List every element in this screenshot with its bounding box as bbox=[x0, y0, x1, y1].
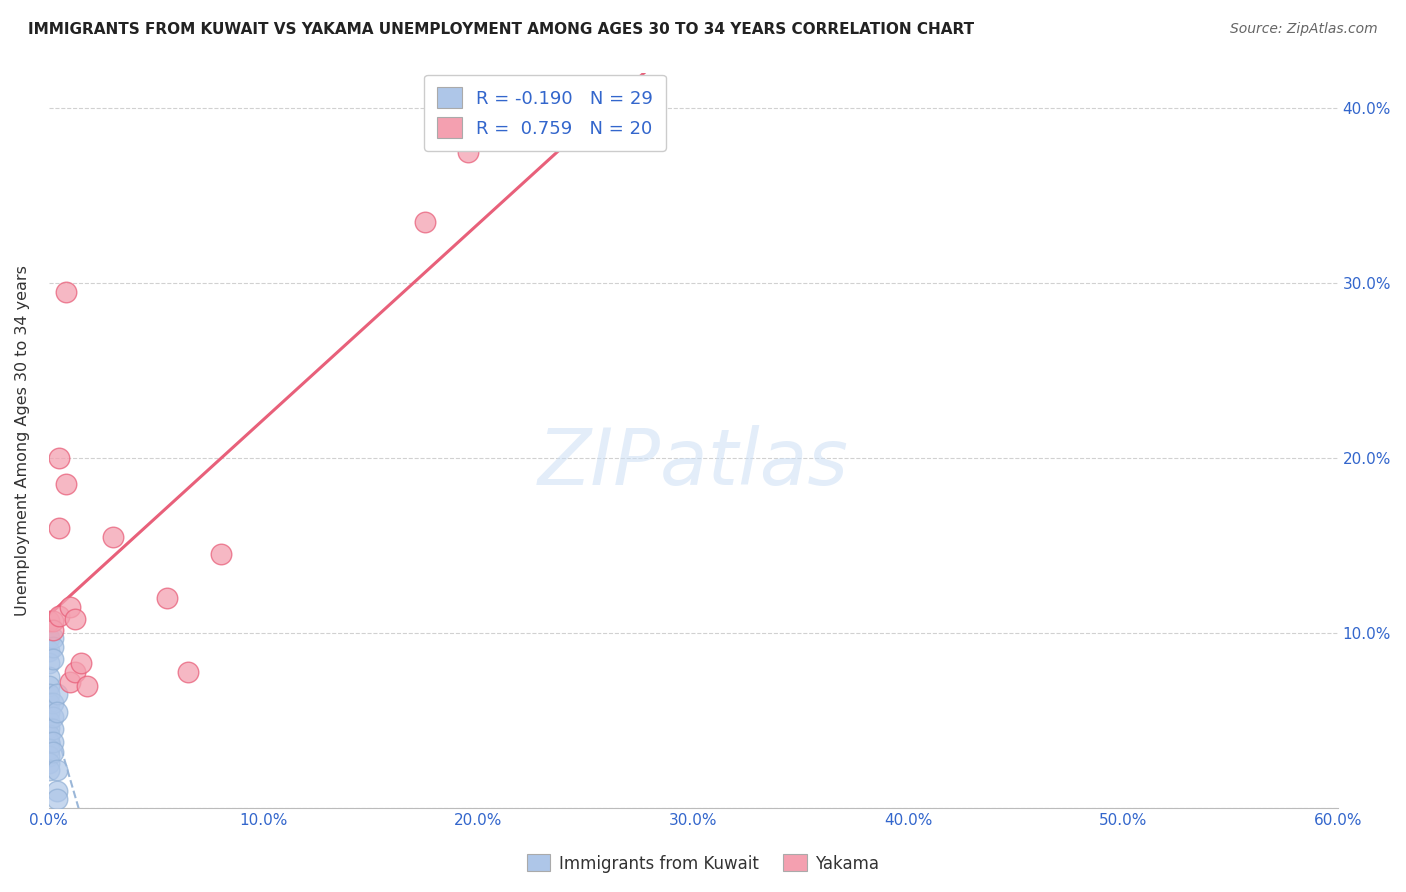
Point bbox=[63, 612, 86, 626]
Point bbox=[42, 723, 65, 737]
Point bbox=[42, 734, 65, 748]
Point bbox=[59, 599, 82, 614]
Point bbox=[177, 665, 200, 679]
Point bbox=[48, 450, 70, 465]
Point bbox=[42, 710, 65, 724]
Point bbox=[46, 687, 69, 701]
Point bbox=[48, 608, 70, 623]
Point bbox=[38, 728, 60, 742]
Point bbox=[38, 714, 60, 728]
Point bbox=[38, 705, 60, 719]
Point bbox=[55, 285, 77, 299]
Point bbox=[46, 705, 69, 719]
Point bbox=[42, 623, 65, 637]
Point bbox=[76, 679, 98, 693]
Point bbox=[413, 215, 436, 229]
Point bbox=[42, 632, 65, 646]
Point bbox=[103, 530, 125, 544]
Point bbox=[38, 763, 60, 777]
Point bbox=[42, 652, 65, 666]
Point bbox=[63, 665, 86, 679]
Y-axis label: Unemployment Among Ages 30 to 34 years: Unemployment Among Ages 30 to 34 years bbox=[15, 265, 30, 616]
Point bbox=[42, 640, 65, 654]
Point bbox=[38, 756, 60, 770]
Point bbox=[59, 675, 82, 690]
Point bbox=[38, 721, 60, 735]
Point bbox=[38, 748, 60, 763]
Text: IMMIGRANTS FROM KUWAIT VS YAKAMA UNEMPLOYMENT AMONG AGES 30 TO 34 YEARS CORRELAT: IMMIGRANTS FROM KUWAIT VS YAKAMA UNEMPLO… bbox=[28, 22, 974, 37]
Point bbox=[46, 783, 69, 797]
Point bbox=[38, 670, 60, 684]
Legend: R = -0.190   N = 29, R =  0.759   N = 20: R = -0.190 N = 29, R = 0.759 N = 20 bbox=[425, 75, 666, 151]
Point bbox=[38, 643, 60, 657]
Point bbox=[38, 679, 60, 693]
Legend: Immigrants from Kuwait, Yakama: Immigrants from Kuwait, Yakama bbox=[520, 847, 886, 880]
Point bbox=[42, 745, 65, 759]
Text: ZIPatlas: ZIPatlas bbox=[537, 425, 849, 500]
Point bbox=[209, 547, 232, 561]
Point bbox=[38, 696, 60, 710]
Point bbox=[42, 614, 65, 628]
Point bbox=[38, 741, 60, 756]
Point bbox=[48, 521, 70, 535]
Point bbox=[156, 591, 179, 605]
Point bbox=[55, 477, 77, 491]
Point bbox=[38, 656, 60, 670]
Point bbox=[38, 614, 60, 628]
Point bbox=[38, 632, 60, 646]
Point bbox=[38, 687, 60, 701]
Point bbox=[70, 656, 93, 670]
Point bbox=[42, 696, 65, 710]
Point bbox=[46, 763, 69, 777]
Text: Source: ZipAtlas.com: Source: ZipAtlas.com bbox=[1230, 22, 1378, 37]
Point bbox=[46, 792, 69, 806]
Point bbox=[457, 145, 479, 159]
Point bbox=[38, 734, 60, 748]
